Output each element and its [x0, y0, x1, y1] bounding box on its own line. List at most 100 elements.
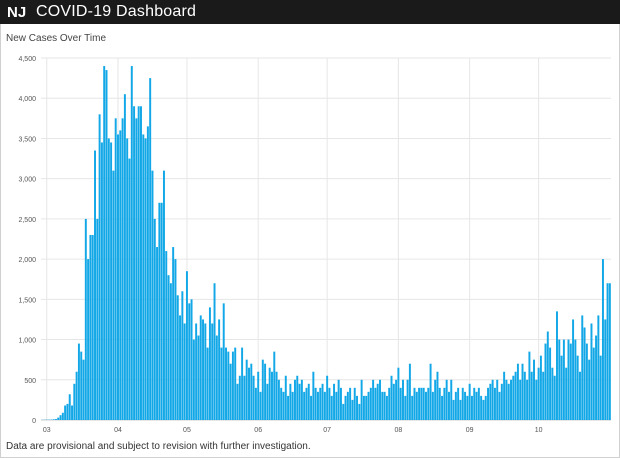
bar [521, 363, 524, 420]
bar [392, 383, 395, 420]
bar [59, 415, 62, 420]
bar [544, 343, 547, 420]
bar [123, 94, 126, 420]
bar [473, 387, 476, 420]
bar [291, 391, 294, 420]
y-tick-label: 4,000 [18, 96, 36, 103]
bar [491, 379, 494, 420]
bar [54, 419, 57, 420]
bar [339, 387, 342, 420]
bar [268, 367, 271, 420]
bar [220, 347, 223, 420]
bar [333, 383, 336, 420]
bar [174, 259, 177, 420]
y-tick-label: 3,000 [18, 177, 36, 184]
bar [608, 283, 611, 420]
y-tick-label: 0 [32, 418, 36, 425]
bar [135, 118, 138, 420]
bar [530, 371, 533, 420]
bar [383, 391, 386, 420]
bar [77, 343, 80, 420]
bar [362, 395, 365, 420]
bar [516, 363, 519, 420]
bar [487, 387, 490, 420]
bar [105, 70, 108, 421]
bar [556, 311, 558, 420]
bar [254, 387, 257, 420]
bar [271, 371, 273, 420]
bar [68, 394, 71, 420]
bar [52, 419, 55, 420]
bar [470, 395, 473, 420]
bar [96, 218, 99, 420]
bar [484, 395, 487, 420]
bar [489, 383, 492, 420]
bar [429, 363, 432, 420]
bar [330, 395, 333, 420]
bar [475, 391, 478, 420]
bar [452, 399, 455, 420]
bar [169, 283, 172, 420]
bar [379, 379, 381, 420]
bar [551, 367, 554, 420]
bar [328, 387, 331, 420]
bar [342, 403, 345, 420]
bar [197, 335, 200, 420]
bar [351, 399, 354, 420]
bar [94, 150, 96, 420]
bar [80, 351, 83, 420]
bar [461, 387, 464, 420]
bar [91, 234, 94, 420]
bar [98, 114, 101, 421]
bar [192, 339, 195, 420]
bar [82, 359, 85, 420]
bar [606, 283, 609, 420]
bar [310, 395, 313, 420]
bar [567, 339, 570, 420]
bar [443, 387, 446, 420]
bar [565, 367, 568, 420]
bar [597, 315, 600, 420]
bar [360, 379, 363, 420]
bar [323, 391, 326, 420]
bar [236, 383, 239, 420]
bar [372, 379, 375, 420]
bar [151, 170, 154, 420]
bar [190, 299, 193, 420]
bar [450, 379, 453, 420]
bar [583, 327, 586, 420]
bar [183, 323, 186, 420]
bar [578, 371, 581, 420]
bar [369, 387, 372, 420]
bar [172, 247, 175, 420]
bar [160, 202, 163, 420]
app-header: NJ COVID-19 Dashboard [0, 0, 620, 24]
bar [57, 417, 60, 420]
bar [353, 387, 356, 420]
bar [562, 339, 565, 420]
new-cases-bar-chart: 0 500 1,000 1,500 2,000 2,500 3,000 3,500 4,000 4… [18, 56, 611, 434]
bar [238, 375, 241, 420]
bar [206, 347, 209, 420]
bar [75, 371, 78, 420]
bar [464, 391, 467, 420]
chart-title: New Cases Over Time [6, 33, 107, 44]
bar [140, 106, 142, 420]
bar [199, 315, 202, 420]
app-title: COVID-19 Dashboard [36, 3, 197, 20]
bar [420, 387, 423, 420]
x-tick-label: 09 [466, 427, 474, 434]
bar [503, 371, 506, 420]
bar [321, 383, 324, 420]
bar [427, 387, 430, 420]
bar [533, 359, 535, 420]
bar [241, 347, 244, 420]
bar [195, 323, 198, 420]
bar [112, 170, 115, 420]
bar [512, 375, 515, 420]
bar [466, 395, 469, 420]
provisional-data-note: Data are provisional and subject to revi… [6, 441, 311, 452]
bar [208, 307, 211, 420]
bar [413, 387, 416, 420]
bar [493, 387, 496, 420]
